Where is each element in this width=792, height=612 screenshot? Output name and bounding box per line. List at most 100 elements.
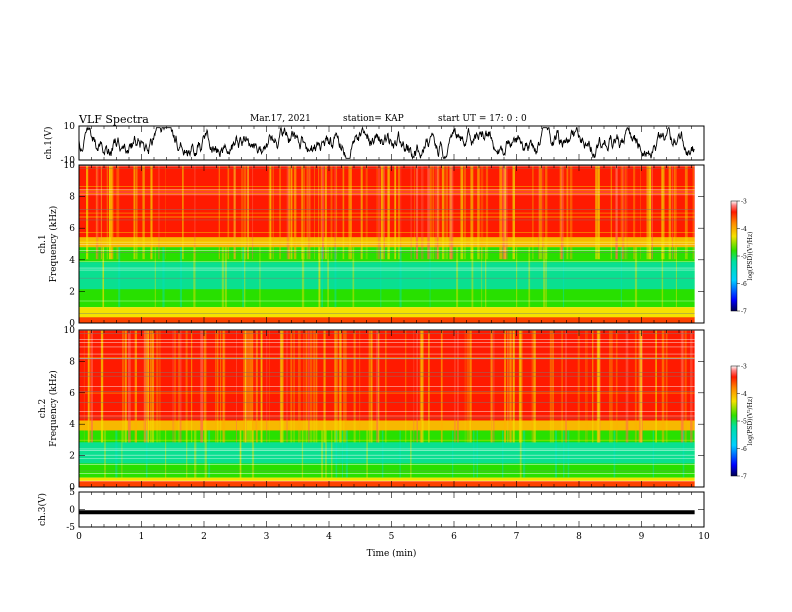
spectrogram-streak [387, 165, 389, 260]
spectrogram-mid-streak [452, 430, 454, 478]
spectrogram-streak [668, 165, 672, 260]
spectrogram-mid-streak [208, 430, 211, 478]
colorbar-tick-label: -6 [741, 446, 747, 453]
y-tick-label: 2 [69, 452, 75, 462]
spectrogram-streak [684, 165, 688, 260]
spectrogram-mid-streak [102, 247, 104, 308]
x-tick-label: 10 [698, 532, 710, 542]
spectrogram-streak [116, 165, 120, 260]
spectrogram-mid-streak [104, 430, 106, 478]
spectrogram-streak [334, 165, 337, 260]
spectrogram-mid-streak [380, 247, 382, 308]
spectrogram-streak [436, 165, 439, 260]
x-tick-label: 5 [389, 532, 395, 542]
spectrogram-streak [538, 165, 540, 260]
spectrogram-streak [279, 165, 281, 260]
x-axis-label: Time (min) [367, 548, 417, 559]
spectrogram-mid-streak [652, 430, 655, 478]
spectrogram-streak [420, 165, 424, 260]
x-tick-label: 2 [201, 532, 207, 542]
spectrogram-streak [400, 165, 402, 260]
spectrogram-mid-streak [244, 247, 246, 308]
colorbar-tick-label: -5 [741, 419, 747, 426]
spectrogram-high-band [79, 330, 695, 431]
colorbar-tick-label: -7 [741, 309, 747, 316]
spectrogram-streak [672, 165, 673, 260]
spectrogram-streak [349, 165, 352, 260]
spectrogram-streak [252, 165, 254, 260]
spectrogram-mid-streak [334, 247, 337, 308]
spectrogram-high-band [79, 165, 695, 248]
ch3-ylabel: ch.3(V) [37, 493, 48, 526]
spectrogram-mid-streak [239, 430, 242, 478]
spectrogram-streak [133, 165, 136, 260]
y-tick-label: 10 [64, 122, 76, 132]
spectrogram-streak [692, 165, 694, 260]
colorbar-1 [730, 200, 738, 312]
spectrogram-mid-streak [224, 247, 227, 308]
spectrogram-streak [429, 165, 432, 260]
spectrogram-mid-streak [543, 247, 546, 308]
spectrogram-streak [365, 165, 368, 260]
spectrogram-streak [381, 165, 384, 260]
spectrogram-streak [470, 165, 474, 260]
spectrogram-streak [539, 165, 542, 260]
spectrogram-mid-streak [661, 247, 664, 308]
x-tick-label: 0 [76, 532, 82, 542]
spectrogram-streak [610, 165, 612, 260]
spectrogram-mid-streak [563, 430, 565, 478]
spectrogram-mid-streak [259, 247, 261, 308]
spectrogram-mid-streak [204, 430, 207, 478]
spectrogram-streak [381, 165, 383, 260]
spectrogram-streak [288, 165, 290, 260]
spectrogram-streak [388, 165, 390, 260]
spectrogram-streak [640, 165, 641, 260]
spectrogram-streak [243, 165, 247, 260]
spectrogram-streak [427, 165, 430, 260]
spectrogram-streak [464, 165, 466, 260]
spectrogram-streak [561, 165, 564, 260]
spectrogram-mid-streak [251, 430, 255, 478]
spectrogram-streak [662, 165, 665, 260]
spectrogram-streak [513, 165, 515, 260]
spectrogram-streak [306, 165, 308, 260]
spectrogram-streak [158, 165, 160, 260]
station-label: station= KAP [343, 114, 404, 124]
spectrogram-mid-streak [242, 247, 245, 308]
spectrogram-mid-streak [335, 430, 338, 478]
spectrogram-mid-streak [502, 430, 504, 478]
spectrogram-mid-streak [325, 430, 327, 478]
spectrogram-transition-band [79, 420, 695, 431]
spectrogram-cyan-band [79, 442, 695, 464]
spectrogram-mid-streak [162, 247, 165, 308]
spectrogram-streak [480, 165, 484, 260]
spectrogram-streak [388, 165, 390, 260]
spectrogram-streak [414, 165, 415, 260]
spectrogram-streak [218, 165, 220, 260]
spectrogram-streak [318, 165, 320, 260]
spectrogram-streak [301, 165, 303, 260]
spectrogram-streak [377, 165, 381, 260]
spectrogram-streak [673, 165, 676, 260]
spectrogram-streak [485, 165, 489, 260]
y-tick-label: 4 [69, 256, 75, 266]
spectrogram-streak [445, 165, 448, 260]
spectrogram-streak [194, 165, 196, 260]
spectrogram-mid-streak [613, 430, 616, 478]
spectrogram-streak [350, 165, 352, 260]
y-tick-label: 0 [69, 506, 75, 516]
spectrogram-streak [415, 165, 419, 260]
spectrogram-mid-streak [321, 430, 324, 478]
y-ticks: 0 2 4 6 8 10 [64, 161, 704, 329]
spectrogram-streak [303, 165, 305, 260]
x-ticks [78, 126, 705, 160]
y-tick-label: 8 [69, 193, 75, 203]
spectrogram-streak [101, 165, 102, 260]
x-tick-label: 1 [139, 532, 145, 542]
spectrogram-mid-streak [352, 247, 355, 308]
spectrogram-mid-streak [186, 430, 188, 478]
colorbar-tick-label: -3 [741, 364, 747, 371]
x-tick-label: 8 [576, 532, 582, 542]
spectrogram-base-band [79, 481, 695, 487]
